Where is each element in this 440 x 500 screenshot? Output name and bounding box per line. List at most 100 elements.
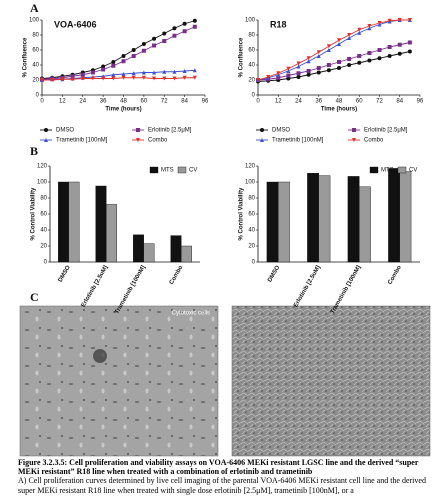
legend-label: Combo <box>148 138 168 144</box>
marker <box>141 42 146 46</box>
marker <box>192 18 197 23</box>
y-tick-label: 20 <box>248 78 255 84</box>
marker <box>111 72 116 77</box>
marker <box>260 138 264 142</box>
marker <box>286 73 291 78</box>
marker <box>407 49 412 54</box>
marker <box>357 27 362 32</box>
marker <box>80 72 85 77</box>
marker <box>121 54 126 58</box>
marker <box>172 33 177 38</box>
bar <box>359 186 371 263</box>
marker <box>377 56 382 61</box>
marker <box>387 45 392 49</box>
marker <box>141 48 146 53</box>
marker <box>306 59 311 64</box>
marker <box>172 26 177 31</box>
bar <box>347 176 360 263</box>
marker <box>182 75 187 80</box>
legend-label: MTS <box>381 168 394 174</box>
marker <box>306 72 311 77</box>
marker <box>40 78 44 82</box>
marker <box>192 24 197 29</box>
marker <box>182 21 187 26</box>
marker <box>337 66 341 70</box>
series-line <box>257 51 410 82</box>
y-tick-label: 20 <box>248 244 255 250</box>
marker <box>152 43 157 48</box>
series-line <box>257 19 410 81</box>
marker <box>352 128 356 132</box>
marker <box>387 18 392 23</box>
chart-title: VOA-6406 <box>54 19 97 29</box>
legend-label: Trametinib [100nM] <box>272 138 324 144</box>
series-line <box>257 42 410 81</box>
marker <box>316 66 321 70</box>
marker <box>192 68 197 73</box>
marker <box>111 63 116 68</box>
y-tick-label: 0 <box>36 93 40 99</box>
marker <box>347 57 352 61</box>
x-tick-label: 84 <box>396 99 403 105</box>
caption-text: A) Cell proliferation curves determined … <box>18 476 426 495</box>
series-line <box>42 77 195 81</box>
bar <box>388 168 400 263</box>
x-tick-label: 36 <box>100 99 107 105</box>
marker <box>152 76 157 81</box>
legend-label: Combo <box>364 138 384 144</box>
marker <box>286 69 291 73</box>
y-tick-label: 100 <box>245 180 256 186</box>
marker <box>121 72 126 76</box>
marker <box>397 18 402 22</box>
marker <box>357 30 362 35</box>
marker <box>182 69 187 73</box>
marker <box>131 75 136 80</box>
y-tick-label: 100 <box>37 180 48 186</box>
y-axis-label: % Confluence <box>23 37 29 77</box>
marker <box>131 48 136 52</box>
marker <box>377 48 382 52</box>
marker <box>367 24 372 28</box>
y-tick-label: 100 <box>29 18 40 24</box>
panel-label: B <box>30 144 38 158</box>
bar <box>181 245 192 263</box>
y-tick-label: 80 <box>248 33 255 39</box>
x-tick-label: 48 <box>336 99 343 105</box>
marker <box>387 54 392 58</box>
image-label: Cytotoxic cells <box>172 311 210 317</box>
bar <box>106 204 117 263</box>
marker <box>162 31 167 36</box>
legend-label: MTS <box>161 168 174 174</box>
x-tick-label: Erlotinib [2.5uM] <box>293 265 322 309</box>
marker <box>80 76 85 81</box>
marker <box>70 77 75 82</box>
caption-title: Figure 3.2.3.5: Cell proliferation and v… <box>18 458 419 477</box>
marker <box>367 26 372 31</box>
marker <box>172 76 177 81</box>
y-tick-label: 80 <box>248 196 255 202</box>
marker <box>152 70 157 75</box>
y-axis-label: % Confluence <box>239 37 245 77</box>
x-tick-label: Combo <box>169 265 185 286</box>
marker <box>296 61 301 66</box>
legend-swatch <box>369 166 379 174</box>
marker <box>296 75 301 79</box>
y-tick-label: 60 <box>248 48 255 54</box>
x-tick-label: 12 <box>275 99 282 105</box>
marker <box>131 54 136 58</box>
x-tick-label: Erlotinib [2.5uM] <box>81 265 110 309</box>
marker <box>357 54 362 58</box>
marker <box>357 60 362 65</box>
panel-label: A <box>30 1 39 15</box>
marker <box>121 59 126 64</box>
bar <box>68 181 80 263</box>
y-tick-label: 80 <box>40 196 47 202</box>
legend-label: CV <box>409 168 417 174</box>
marker <box>296 64 301 69</box>
bar <box>266 181 279 263</box>
y-tick-label: 120 <box>245 164 256 170</box>
y-tick-label: 40 <box>248 63 255 69</box>
marker <box>50 78 55 82</box>
bar <box>133 234 144 263</box>
x-tick-label: 96 <box>202 99 209 105</box>
